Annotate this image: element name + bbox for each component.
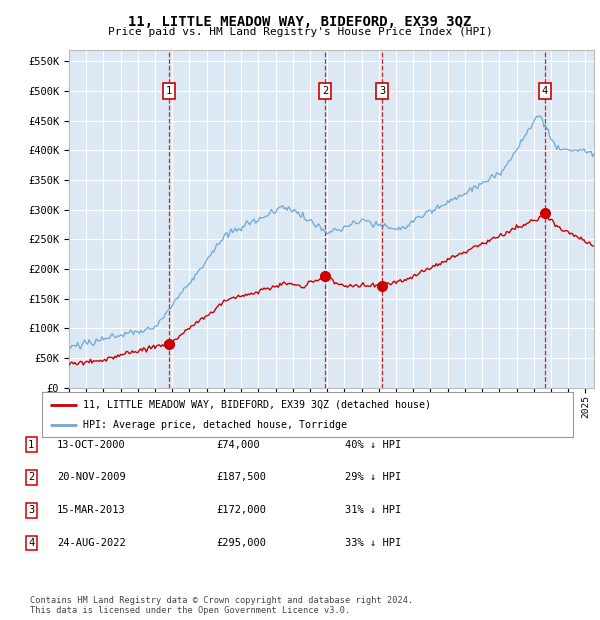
Text: 29% ↓ HPI: 29% ↓ HPI (345, 472, 401, 482)
Text: Price paid vs. HM Land Registry's House Price Index (HPI): Price paid vs. HM Land Registry's House … (107, 27, 493, 37)
Text: 11, LITTLE MEADOW WAY, BIDEFORD, EX39 3QZ (detached house): 11, LITTLE MEADOW WAY, BIDEFORD, EX39 3Q… (83, 399, 431, 410)
Text: 11, LITTLE MEADOW WAY, BIDEFORD, EX39 3QZ: 11, LITTLE MEADOW WAY, BIDEFORD, EX39 3Q… (128, 16, 472, 30)
Text: 24-AUG-2022: 24-AUG-2022 (57, 538, 126, 548)
Text: £172,000: £172,000 (216, 505, 266, 515)
Text: 20-NOV-2009: 20-NOV-2009 (57, 472, 126, 482)
Text: 33% ↓ HPI: 33% ↓ HPI (345, 538, 401, 548)
Text: 13-OCT-2000: 13-OCT-2000 (57, 440, 126, 450)
Text: £187,500: £187,500 (216, 472, 266, 482)
Text: 1: 1 (166, 86, 172, 96)
Text: £74,000: £74,000 (216, 440, 260, 450)
Text: 40% ↓ HPI: 40% ↓ HPI (345, 440, 401, 450)
Text: 15-MAR-2013: 15-MAR-2013 (57, 505, 126, 515)
Text: £295,000: £295,000 (216, 538, 266, 548)
Text: 3: 3 (28, 505, 34, 515)
Text: 1: 1 (28, 440, 34, 450)
Text: HPI: Average price, detached house, Torridge: HPI: Average price, detached house, Torr… (83, 420, 347, 430)
Text: Contains HM Land Registry data © Crown copyright and database right 2024.
This d: Contains HM Land Registry data © Crown c… (30, 596, 413, 615)
Text: 4: 4 (542, 86, 548, 96)
Text: 2: 2 (28, 472, 34, 482)
Text: 4: 4 (28, 538, 34, 548)
Text: 3: 3 (379, 86, 386, 96)
Text: 31% ↓ HPI: 31% ↓ HPI (345, 505, 401, 515)
Text: 2: 2 (322, 86, 328, 96)
